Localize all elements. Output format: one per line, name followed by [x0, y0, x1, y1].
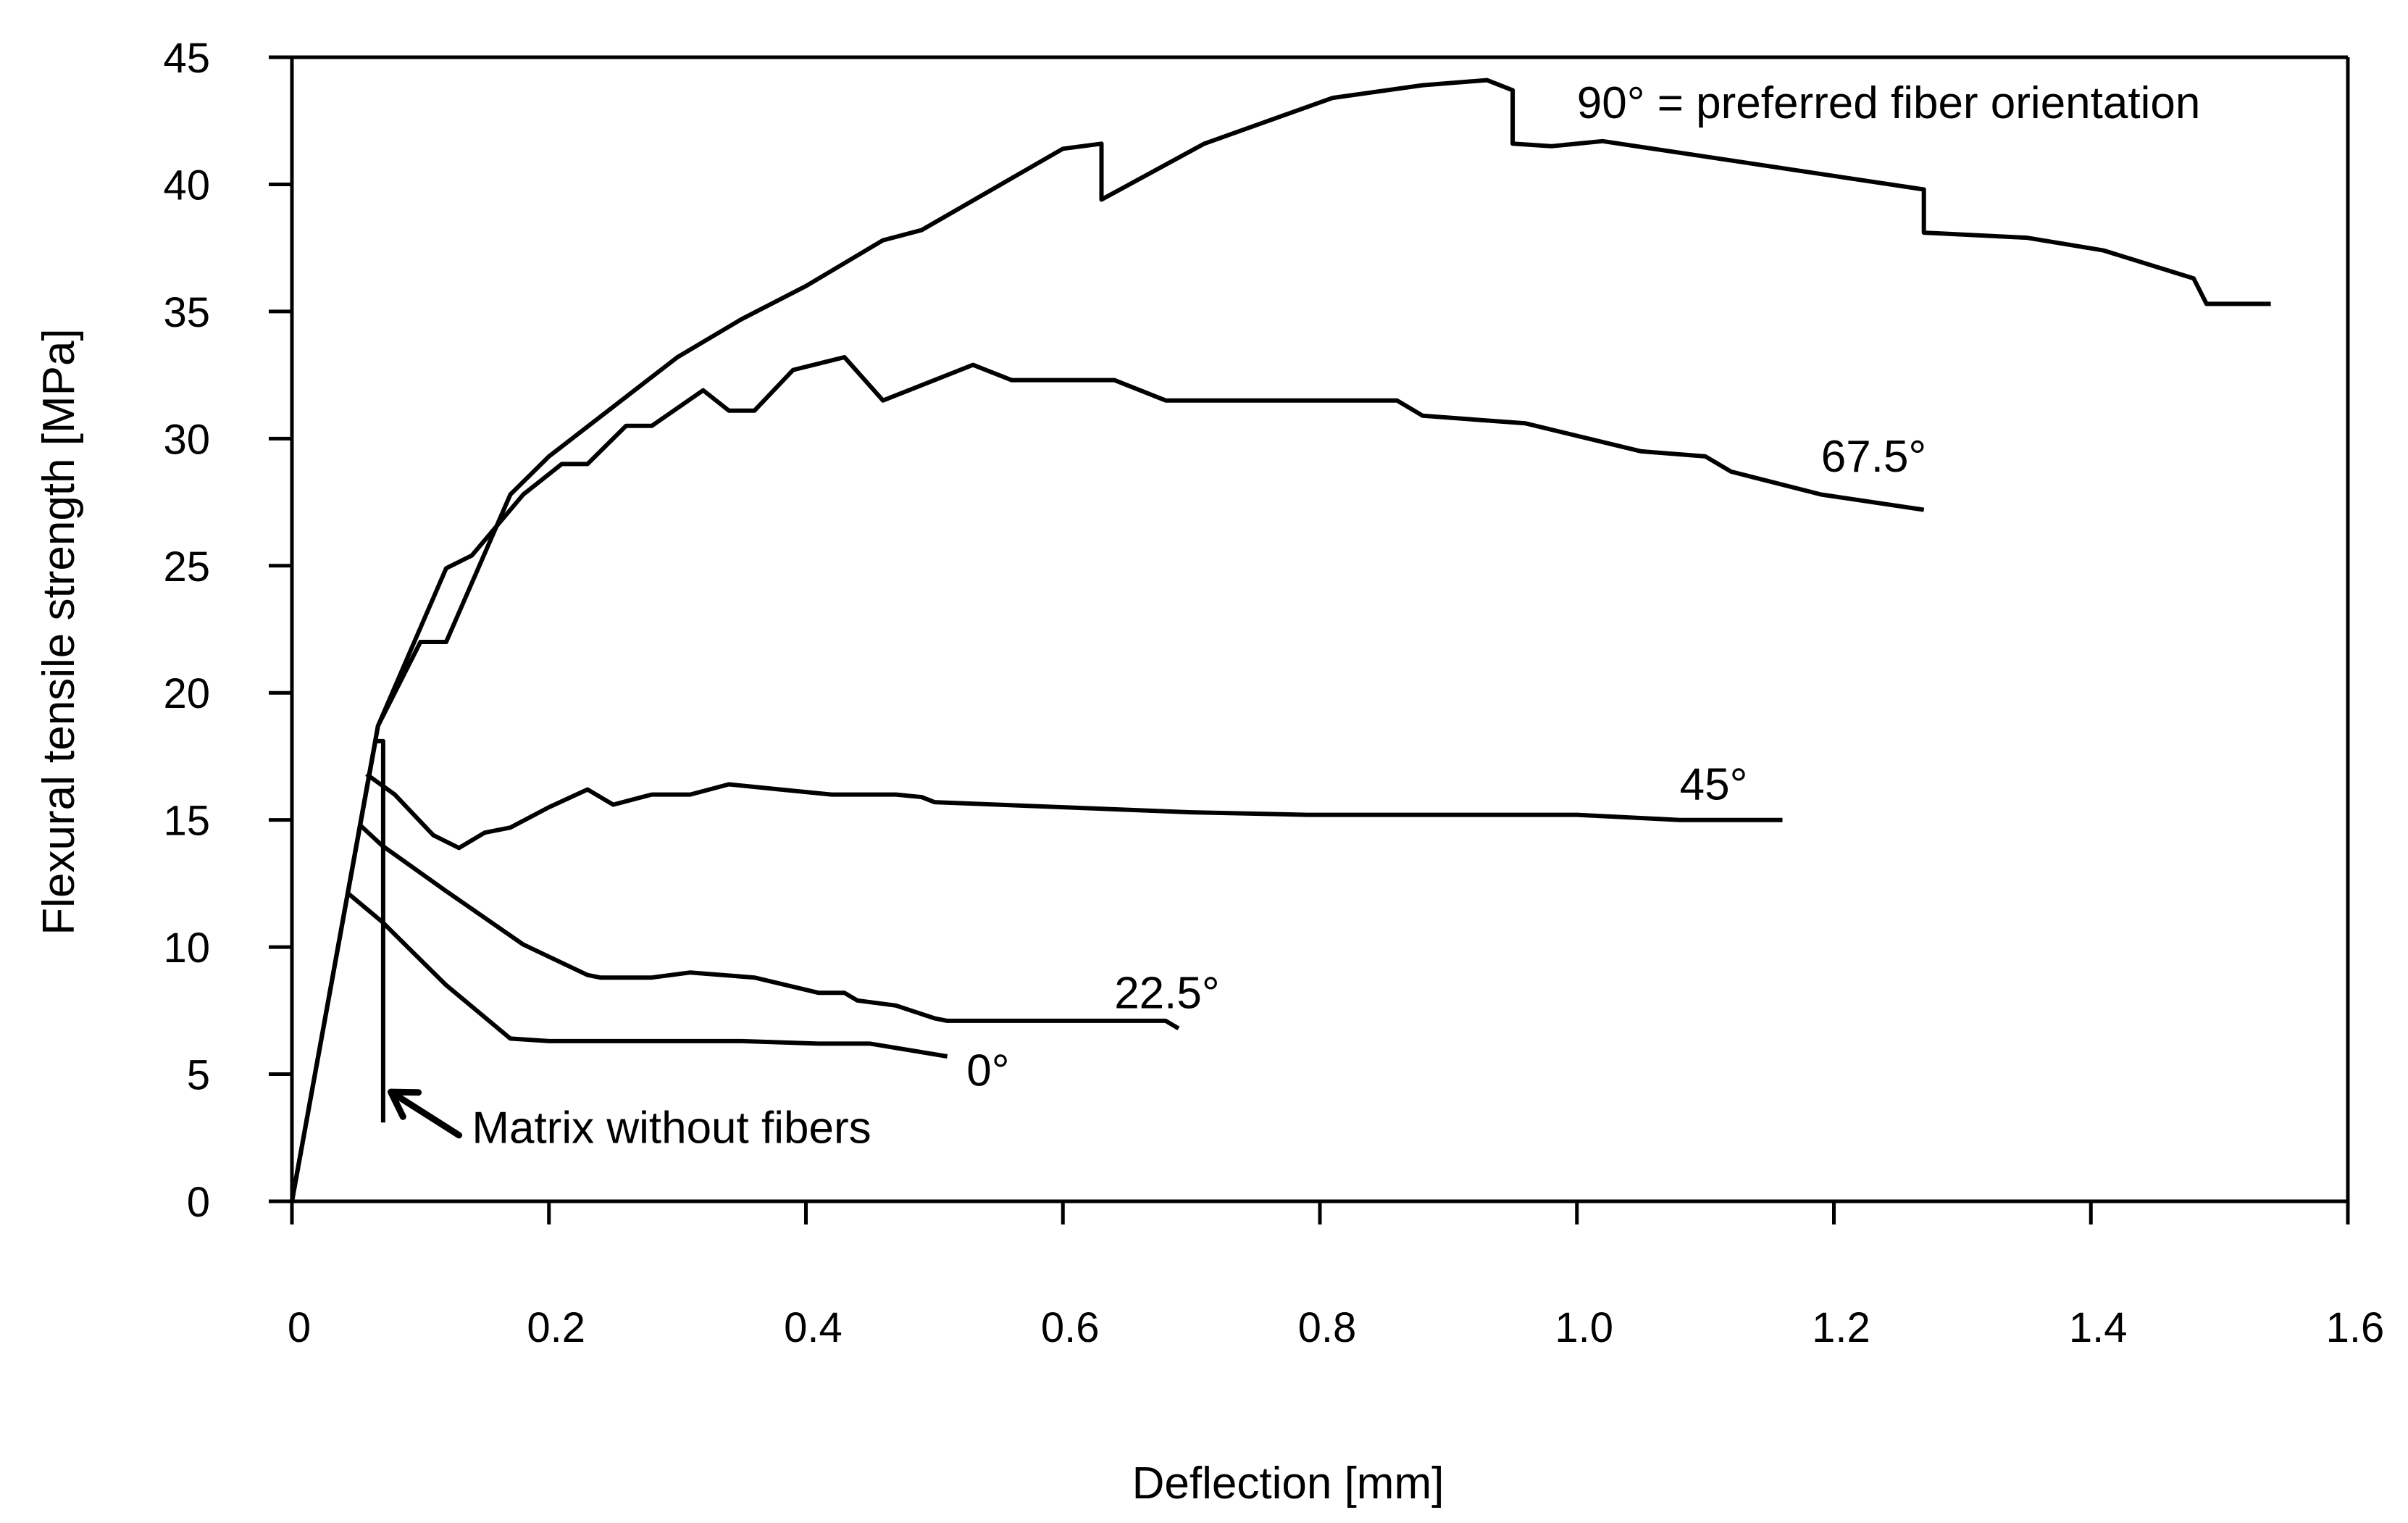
y-tick-label: 15	[163, 798, 210, 845]
y-tick-label: 30	[163, 416, 210, 463]
x-axis-ticks: 0 0.2 0.4 0.6 0.8 1.0 1.2 1.4 1.6	[288, 1201, 2384, 1351]
x-tick-label: 0	[288, 1304, 311, 1351]
series-label-1: 67.5°	[1821, 432, 1926, 482]
y-axis-title: Flexural tensile strength [MPa]	[34, 328, 84, 935]
x-tick-label: 1.4	[2069, 1304, 2128, 1351]
arrow-shaft-0	[388, 1088, 463, 1139]
series-line-3	[358, 823, 1180, 1030]
y-tick-label: 10	[163, 925, 210, 972]
series-line-1	[290, 355, 1925, 1202]
series-line-4	[347, 892, 948, 1059]
x-tick-label: 1.6	[2326, 1304, 2385, 1351]
series-label-5: Matrix without fibers	[472, 1103, 871, 1153]
y-tick-label: 25	[163, 543, 210, 591]
series-label-0: 90° = preferred fiber orientation	[1577, 78, 2201, 128]
series-label-4: 0°	[966, 1046, 1009, 1096]
annotations	[388, 1088, 463, 1139]
x-tick-label: 1.2	[1812, 1304, 1870, 1351]
x-tick-label: 0.6	[1041, 1304, 1100, 1351]
series-labels: 90° = preferred fiber orientation 67.5° 45…	[472, 78, 2200, 1153]
series-lines	[290, 78, 2271, 1202]
series-label-3: 22.5°	[1114, 968, 1219, 1018]
arrow-head-0	[388, 1088, 422, 1120]
series-line-2	[365, 772, 1783, 851]
y-tick-label: 20	[163, 670, 210, 717]
y-tick-label: 35	[163, 289, 210, 336]
y-tick-label: 45	[163, 35, 210, 82]
x-axis-title: Deflection [mm]	[1132, 1459, 1445, 1509]
y-tick-label: 5	[187, 1052, 210, 1099]
series-label-2: 45°	[1680, 760, 1748, 810]
series-line-5	[290, 738, 385, 1202]
x-tick-label: 1.0	[1555, 1304, 1613, 1351]
x-tick-label: 0.2	[527, 1304, 585, 1351]
y-tick-label: 0	[187, 1179, 210, 1226]
y-tick-label: 40	[163, 162, 210, 209]
y-axis-ticks: 0 5 10 15 20 25 30 35 40 45	[163, 35, 292, 1226]
axes	[290, 55, 2350, 1203]
series-line-0	[290, 78, 2271, 1202]
x-tick-label: 0.8	[1298, 1304, 1357, 1351]
x-tick-label: 0.4	[784, 1304, 843, 1351]
